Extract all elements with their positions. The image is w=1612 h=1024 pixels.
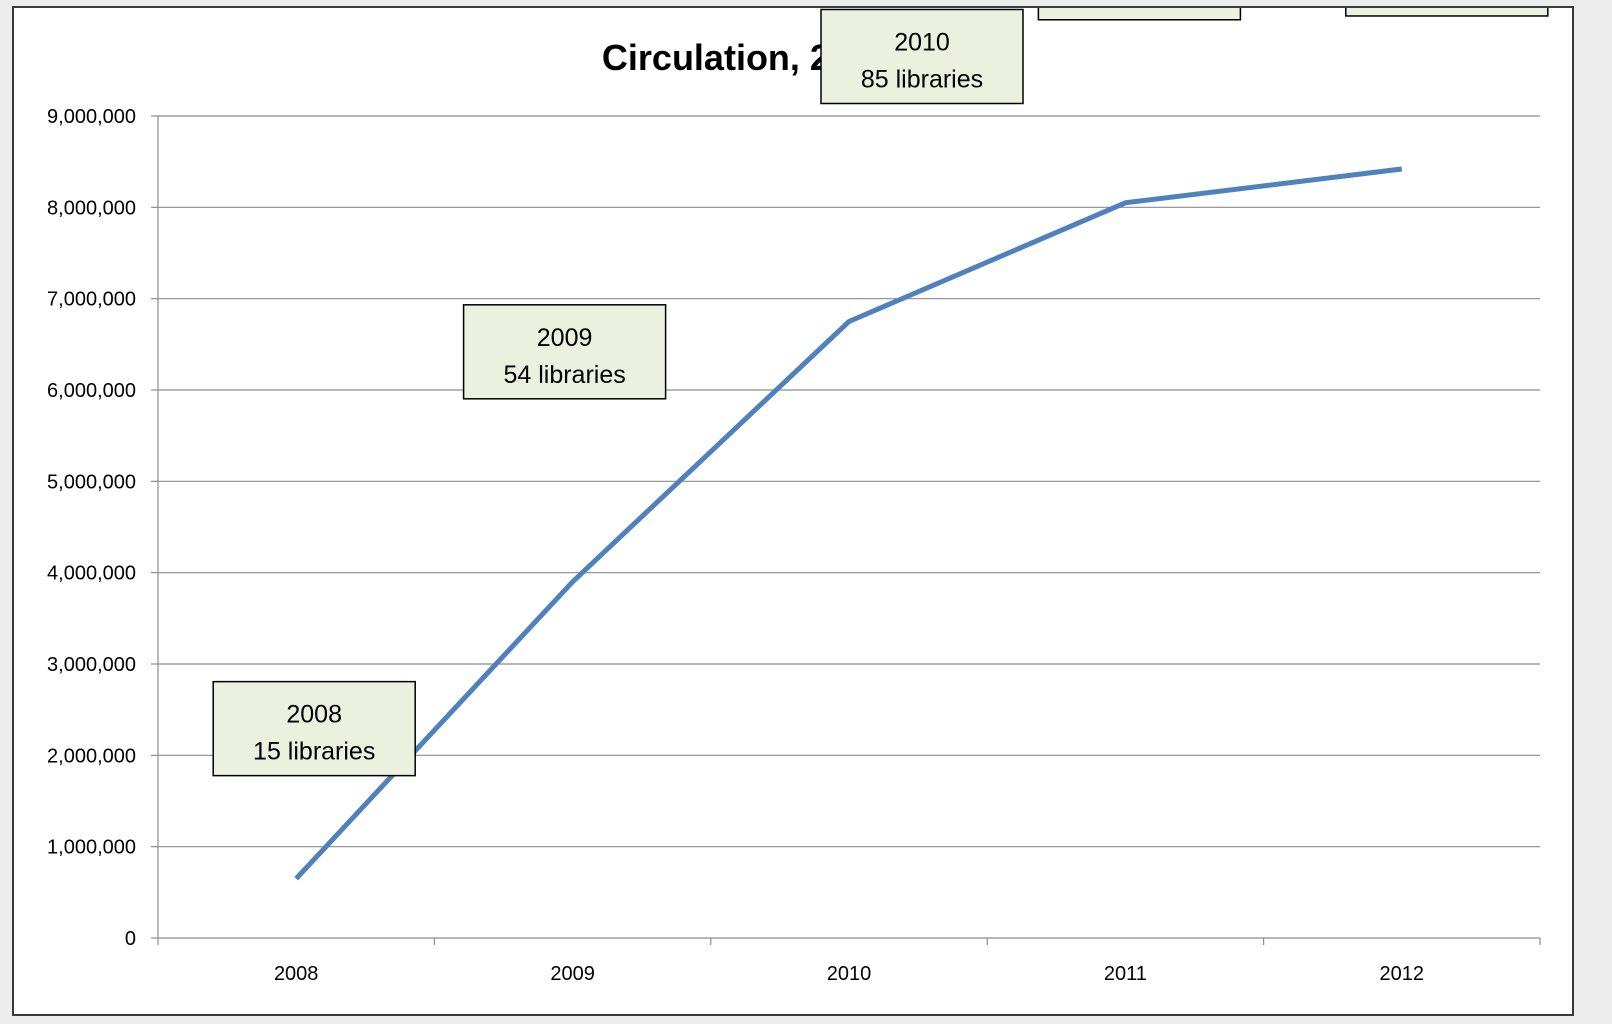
annotation-box	[1037, 8, 1242, 21]
x-tick-label: 2008	[274, 963, 319, 985]
annotation-year: 2008	[286, 701, 342, 729]
annotation-libraries: 95 libraries	[1078, 8, 1200, 10]
annotation-callout: 2009 54 libraries	[462, 304, 667, 400]
series-layer	[294, 166, 1403, 881]
chart-frame: Circulation, 2008-2012 0 1,000,000 2,000,0…	[12, 6, 1574, 1016]
y-tick-label: 6,000,000	[47, 380, 136, 402]
y-tick-label: 1,000,000	[47, 837, 136, 859]
x-tick-label: 2011	[1104, 963, 1147, 985]
annotation-callout: 2008 15 libraries	[212, 680, 416, 777]
y-tick-label: 7,000,000	[47, 289, 136, 311]
annotation-libraries: 54 libraries	[503, 361, 625, 389]
y-tick-label: 3,000,000	[47, 654, 136, 676]
annotations: 2008 15 libraries 2009 54 libraries 2010 85 l…	[212, 8, 1549, 777]
annotation-box	[212, 680, 416, 777]
annotation-callout: 201195 libraries	[1037, 8, 1242, 21]
axes: 0 1,000,000 2,000,000 3,000,000 4,000,000 5,0…	[47, 106, 1541, 985]
annotation-year: 2009	[537, 324, 593, 352]
annotation-libraries: 15 libraries	[253, 738, 375, 766]
y-tick-label: 9,000,000	[47, 106, 136, 128]
x-tick-label: 2012	[1380, 963, 1425, 985]
y-tick-label: 2,000,000	[47, 745, 136, 767]
annotation-box	[820, 8, 1024, 105]
annotation-callout: 2012100 libraries	[1345, 8, 1549, 17]
x-tick-label: 2010	[827, 963, 872, 985]
y-tick-label: 5,000,000	[47, 471, 136, 493]
y-tick-label: 0	[125, 928, 136, 950]
x-tick-label: 2009	[550, 963, 595, 985]
annotation-callout: 2010 85 libraries	[820, 8, 1024, 105]
annotation-box	[1345, 8, 1549, 17]
annotation-box	[462, 304, 667, 400]
series-line	[294, 166, 1403, 881]
annotation-libraries: 85 libraries	[861, 66, 983, 94]
line-chart: Circulation, 2008-2012 01,000,0002,000,0…	[47, 8, 1549, 985]
y-tick-label: 8,000,000	[47, 197, 136, 219]
annotation-year: 2010	[894, 29, 950, 57]
gridlines	[158, 115, 1540, 848]
y-tick-label: 4,000,000	[47, 563, 136, 585]
